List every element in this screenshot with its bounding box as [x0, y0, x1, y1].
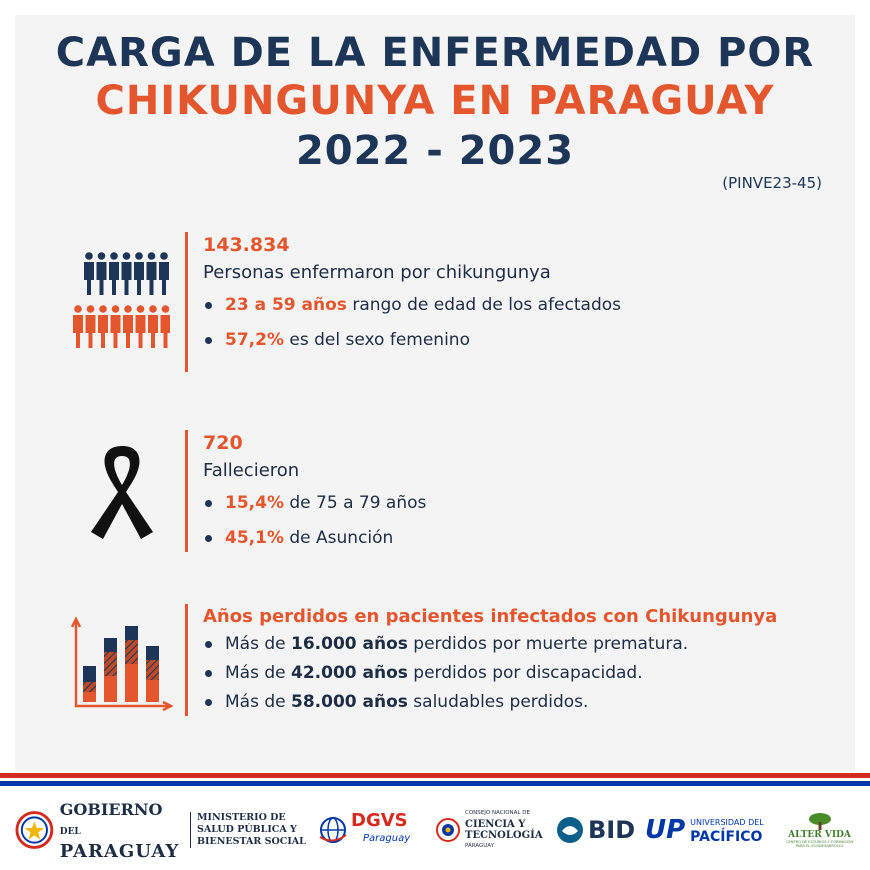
bid-logo: BID [555, 800, 640, 860]
alter-vida-sub1: CENTRO DE ESTUDIOS Y FORMACIÓN [785, 840, 854, 844]
up-line1: UNIVERSIDAD DEL [690, 818, 764, 827]
paraguay-seal-icon [15, 811, 54, 849]
ministerio-line3: BIENESTAR SOCIAL [197, 836, 306, 847]
people-bullet-female-text: es del sexo femenino [283, 330, 470, 350]
years-bullet-disability-bold: 42.000 años [291, 663, 408, 683]
gobierno-line2: PARAGUAY [59, 840, 180, 862]
deaths-bullet-age-highlight: 15,4% [225, 493, 284, 513]
flag-stripe-red [0, 773, 870, 778]
up-line2: PACÍFICO [690, 829, 763, 845]
ministerio-logo: MINISTERIO DE SALUD PÚBLICA Y BIENESTAR … [197, 800, 312, 860]
tree-icon [808, 813, 831, 830]
years-bullet-healthy-pre: Más de [225, 692, 291, 712]
years-bullet-healthy-post: saludables perdidos. [407, 692, 589, 712]
people-bullet-age-highlight: 23 a 59 años [225, 295, 347, 315]
people-bullet-female-highlight: 57,2% [225, 330, 284, 350]
title-line-2: CHIKUNGUNYA EN PARAGUAY [95, 78, 775, 124]
people-icon [73, 252, 170, 348]
gobierno-line1: GOBIERNO [59, 799, 163, 819]
bid-emblem-icon [557, 817, 583, 843]
years-bullet-disability-pre: Más de [225, 663, 291, 683]
years-heading: Años perdidos en pacientes infectados co… [203, 606, 778, 627]
conacyt-line4: PARAGUAY [465, 843, 494, 849]
gobierno-del: DEL [59, 826, 81, 837]
deaths-count: 720 [203, 432, 243, 454]
deaths-bullet-age-text: de 75 a 79 años [283, 493, 427, 513]
years-bullet-premature-pre: Más de [225, 634, 291, 654]
flag-stripe-white [0, 778, 870, 781]
title-line-1: CARGA DE LA ENFERMEDAD POR [55, 30, 815, 76]
deaths-bullet-age: 15,4% de 75 a 79 años [203, 486, 426, 521]
bar-chart-icon [70, 616, 173, 712]
deaths-description: Fallecieron [203, 460, 300, 481]
conacyt-line2: CIENCIA Y [465, 819, 526, 830]
deaths-bullet-asuncion: 45,1% de Asunción [203, 521, 426, 556]
people-count: 143.834 [203, 234, 290, 256]
alter-vida-sub2: PARA EL ECODESARROLLO [795, 844, 844, 848]
years-bullet-premature-post: perdidos por muerte prematura. [407, 634, 689, 654]
years-bullet-premature-bold: 16.000 años [291, 634, 408, 654]
conacyt-line3: TECNOLOGÍA [465, 830, 543, 841]
section-years-lost: Años perdidos en pacientes infectados co… [185, 604, 777, 716]
ministerio-line1: MINISTERIO DE [197, 812, 286, 823]
up-logo: UP UNIVERSIDAD DEL PACÍFICO [645, 800, 780, 860]
years-bullet-healthy: Más de 58.000 años saludables perdidos. [203, 688, 777, 717]
section-deaths: 720 Fallecieron 15,4% de 75 a 79 años 45… [185, 430, 426, 552]
years-bullet-disability: Más de 42.000 años perdidos por discapac… [203, 659, 777, 688]
years-bullet-disability-post: perdidos por discapacidad. [407, 663, 643, 683]
globe-icon [319, 817, 347, 843]
title-line-3: 2022 - 2023 [295, 128, 575, 174]
conacyt-line1: CONSEJO NACIONAL DE [465, 810, 530, 816]
ministerio-line2: SALUD PÚBLICA Y [197, 824, 297, 835]
bid-text: BID [588, 816, 636, 844]
flag-stripe-blue [0, 781, 870, 786]
altervida-logo: ALTER VIDA CENTRO DE ESTUDIOS Y FORMACIÓ… [782, 800, 857, 860]
gobierno-logo: GOBIERNO DEL PARAGUAY [15, 799, 185, 862]
logo-divider [190, 812, 191, 848]
conacyt-logo: CONSEJO NACIONAL DE CIENCIA Y TECNOLOGÍA… [435, 800, 550, 860]
people-bullet-female: 57,2% es del sexo femenino [203, 323, 621, 358]
people-bullet-age-text: rango de edad de los afectados [346, 295, 621, 315]
section-people: 143.834 Personas enfermaron por chikungu… [185, 232, 621, 372]
dgvs-logo: DGVS Paraguay [318, 800, 428, 860]
mourning-ribbon-icon [91, 446, 153, 539]
deaths-bullet-asuncion-highlight: 45,1% [225, 528, 284, 548]
people-bullet-age: 23 a 59 años rango de edad de los afecta… [203, 288, 621, 323]
years-bullet-healthy-bold: 58.000 años [291, 692, 408, 712]
years-bullet-premature: Más de 16.000 años perdidos por muerte p… [203, 630, 777, 659]
infographic-card [15, 15, 855, 771]
alter-vida-text: ALTER VIDA [788, 830, 851, 840]
up-mark: UP [645, 815, 686, 845]
project-code: (PINVE23-45) [722, 174, 822, 192]
dgvs-subtext: Paraguay [363, 833, 411, 844]
deaths-bullet-asuncion-text: de Asunción [283, 528, 394, 548]
people-description: Personas enfermaron por chikungunya [203, 262, 551, 283]
dgvs-text: DGVS [351, 810, 408, 831]
logos-footer: GOBIERNO DEL PARAGUAY MINISTERIO DE SALU… [0, 799, 870, 862]
conacyt-emblem-icon [436, 818, 460, 842]
